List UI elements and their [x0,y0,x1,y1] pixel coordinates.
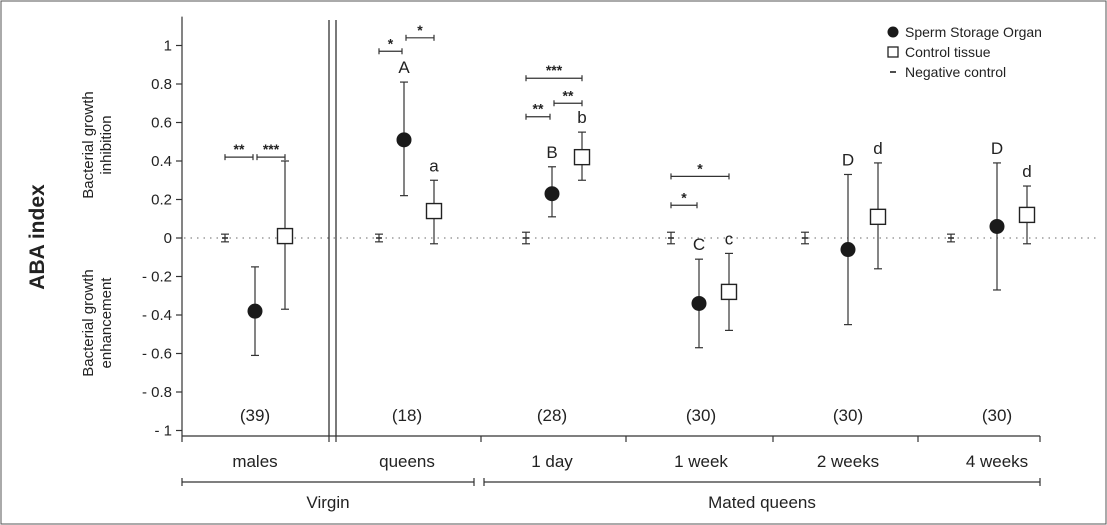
1-day-ct-letter: b [577,108,586,127]
1-week-sso-letter: C [693,235,705,254]
y-tick-label-9: - 0.8 [142,384,172,401]
group-brackets: Virgin Mated queens [181,478,1041,512]
queens-sig-stars-1: * [417,22,423,38]
x-axis: males queens 1 day 1 week 2 weeks 4 weeks [181,435,1041,471]
4-weeks-sso-point [989,218,1005,234]
data-points: (39) Aa (18) Bb (28) C c (30) Dd (30) Dd (30) [221,58,1036,425]
4-weeks-ct-letter: d [1022,162,1031,181]
y-tick-label-0: 1 [164,38,172,55]
x-category-males: males [232,452,277,471]
1-week-ct-point [720,283,738,301]
y-tick-label-10: - 1 [154,423,172,440]
1-week-sig-stars-0: * [697,160,703,176]
1-week-ct-letter: c [725,229,734,248]
queens-sample-size: (18) [392,406,422,425]
x-category-1-week: 1 week [674,452,728,471]
1-day-sso-point [544,186,560,202]
y-tick-label-2: 0.6 [151,115,172,132]
lower-side-label-line-1: Bacterial growth [80,269,97,377]
1-day-sig-stars-1: ** [533,101,544,117]
group-label-virgin: Virgin [306,493,349,512]
y-axis: 1 0.8 0.6 0.4 0.2 0 - 0.2 - 0.4 - 0.6 - 0.8 - 1 [142,16,183,440]
legend: Sperm Storage Organ Control tissue Negativ… [887,24,1042,80]
1-day-sso-letter: B [546,143,557,162]
y-tick-label-7: - 0.4 [142,307,172,324]
legend-label-2: Negative control [905,64,1006,80]
2-weeks-ct-point [869,208,887,226]
y-tick-label-6: - 0.2 [142,269,172,286]
y-tick-label-4: 0.2 [151,192,172,209]
x-category-queens: queens [379,452,435,471]
x-category-1-day: 1 day [531,452,573,471]
males-sig-stars-0: ** [234,141,245,157]
males-sso-point [247,303,263,319]
legend-label-1: Control tissue [905,44,991,60]
2-weeks-ct-letter: d [873,139,882,158]
x-category-4-weeks: 4 weeks [966,452,1028,471]
1-day-sig-stars-0: *** [546,62,563,78]
4-weeks-sample-size: (30) [982,406,1012,425]
y-tick-label-8: - 0.6 [142,346,172,363]
1-day-sample-size: (28) [537,406,567,425]
upper-side-label-line-2: inhibition [98,115,115,174]
1-week-sso-point [691,295,707,311]
y-tick-label-3: 0.4 [151,153,172,170]
queens-sig-stars-0: * [388,35,394,51]
1-week-sample-size: (30) [686,406,716,425]
queens-sso-point [396,132,412,148]
group-label-mated-queens: Mated queens [708,493,816,512]
2-weeks-sso-letter: D [842,150,854,169]
1-day-ct-point [573,148,591,166]
significance-brackets: ** ************** [224,22,730,209]
panel-frames [328,20,337,436]
1-day-sig-stars-2: ** [563,87,574,103]
males-sample-size: (39) [240,406,270,425]
males-ct-point [276,227,294,245]
males-sig-stars-1: *** [263,141,280,157]
4-weeks-ct-point [1018,206,1036,224]
x-category-2-weeks: 2 weeks [817,452,879,471]
queens-sso-letter: A [398,58,410,77]
y-tick-label-1: 0.8 [151,76,172,93]
2-weeks-sso-point [840,242,856,258]
2-weeks-sample-size: (30) [833,406,863,425]
legend-label-0: Sperm Storage Organ [905,24,1042,40]
legend-marker-sperm-storage-organ [887,26,899,38]
upper-side-label-line-1: Bacterial growth [80,91,97,199]
y-axis-title: ABA index [26,184,49,290]
1-week-sig-stars-1: * [681,189,687,205]
legend-marker-control-tissue [887,46,899,58]
4-weeks-sso-letter: D [991,139,1003,158]
lower-side-label-line-2: enhancement [98,277,115,369]
queens-ct-point [425,202,443,220]
queens-ct-letter: a [429,156,439,175]
y-tick-label-5: 0 [164,230,172,247]
